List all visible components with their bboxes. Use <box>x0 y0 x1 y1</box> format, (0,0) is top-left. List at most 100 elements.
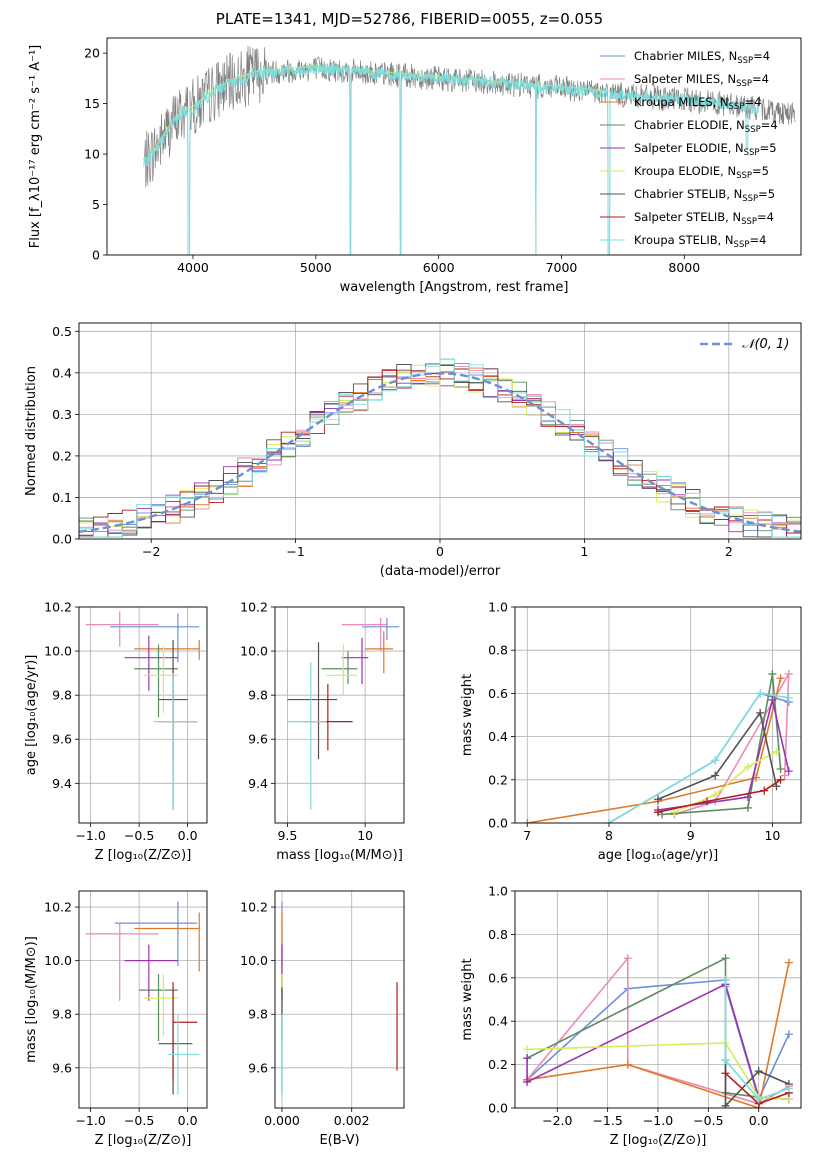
x-axis-label: wavelength [Angstrom, rest frame] <box>340 280 569 295</box>
x-axis-label: mass [log₁₀(M/M⊙)] <box>276 848 403 863</box>
plot-area <box>143 45 796 255</box>
weight-point-marker <box>784 767 793 776</box>
x-axis-label: E(B-V) <box>319 1133 359 1148</box>
x-tick-label: −1 <box>286 544 304 559</box>
weight-point-marker <box>784 1030 793 1039</box>
axes-frame <box>274 606 405 824</box>
y-tick-label: 9.6 <box>248 1060 268 1075</box>
weight-point-marker <box>756 689 765 698</box>
weight-point-marker <box>776 765 785 773</box>
ticks: 7 8 9 10 0.0 0.2 0.4 0.6 0.8 1.0 <box>488 600 780 844</box>
weight-point-marker <box>776 775 785 784</box>
weight-point-marker <box>703 797 712 806</box>
legend-entry: Kroupa STELIB, NSSP=4 <box>634 233 766 250</box>
x-tick-label: 8 <box>605 828 613 843</box>
weight-point-marker <box>780 771 789 780</box>
y-tick-label: 10 <box>84 147 100 162</box>
y-tick-label: 1.0 <box>488 884 508 899</box>
plot-area <box>79 358 801 539</box>
axes-frame <box>78 606 208 824</box>
weight-series-line <box>657 710 778 800</box>
axes-frame <box>514 890 802 1109</box>
axes-age_vs_Z: −1.0 −0.5 0.0 9.4 9.6 9.8 10.0 10.2 Z [log₁₀(Z/Z… <box>24 600 208 863</box>
ticks: 0.000 0.002 9.6 9.8 10.0 10.2 <box>240 900 369 1128</box>
x-tick-label: 0.0 <box>749 1113 769 1128</box>
plot-area <box>523 954 793 1108</box>
y-tick-label: 9.6 <box>52 1060 72 1075</box>
weight-point-marker <box>721 954 730 963</box>
weight-point-marker <box>523 1045 532 1054</box>
weight-point-marker <box>754 1067 763 1076</box>
x-tick-label: −2.0 <box>542 1113 572 1128</box>
y-tick-label: 9.6 <box>248 732 268 747</box>
y-tick-label: 10.0 <box>44 644 72 659</box>
weight-point-marker <box>768 695 777 704</box>
y-tick-label: 0.0 <box>52 532 72 547</box>
y-tick-label: 1.0 <box>488 600 508 615</box>
plot-area <box>523 669 793 823</box>
gridlines <box>79 891 207 1108</box>
weight-point-marker <box>784 958 793 967</box>
x-tick-label: 4000 <box>177 260 209 275</box>
gridlines <box>79 323 801 540</box>
plot-area <box>281 901 398 1095</box>
weight-point-marker <box>754 1095 763 1104</box>
x-tick-label: 0.0 <box>178 1113 198 1128</box>
legend-entry: Kroupa MILES, NSSP=4 <box>634 95 761 112</box>
x-axis-label: Z [log₁₀(Z/Z⊙)] <box>610 1133 707 1148</box>
weight-point-marker <box>523 1054 532 1063</box>
y-tick-label: 10.2 <box>44 600 72 615</box>
y-tick-label: 0.8 <box>488 927 508 942</box>
y-tick-label: 5 <box>92 197 100 212</box>
weight-point-marker <box>743 803 752 812</box>
y-axis-label: age [log₁₀(age/yr)] <box>24 655 39 776</box>
weight-point-marker <box>604 819 613 823</box>
y-tick-label: 0.2 <box>488 772 508 787</box>
y-tick-label: 0.4 <box>488 729 508 744</box>
y-tick-label: 9.8 <box>52 688 72 703</box>
axes-weight_vs_age: 7 8 9 10 0.0 0.2 0.4 0.6 0.8 1.0 age [log₁₀(age/yr… <box>460 600 802 863</box>
weight-series-line <box>526 962 790 1108</box>
y-tick-label: 9.8 <box>248 1007 268 1022</box>
y-tick-label: 10.0 <box>240 953 268 968</box>
weight-point-marker <box>721 1069 730 1078</box>
y-tick-label: 0.2 <box>52 448 72 463</box>
y-tick-label: 0.4 <box>52 365 72 380</box>
x-tick-label: −1.0 <box>643 1113 673 1128</box>
weight-point-marker <box>711 756 720 765</box>
y-tick-label: 0.6 <box>488 686 508 701</box>
weight-point-marker <box>654 795 662 804</box>
y-tick-label: 0 <box>92 248 100 263</box>
legend-entry: Chabrier ELODIE, NSSP=4 <box>634 118 778 135</box>
y-tick-label: 10.2 <box>44 900 72 915</box>
y-axis-label: mass weight <box>460 674 475 756</box>
y-tick-label: 0.6 <box>488 970 508 985</box>
x-axis-label: Z [log₁₀(Z/Z⊙)] <box>95 848 192 863</box>
y-tick-label: 10.2 <box>240 900 268 915</box>
legend-entry: Salpeter STELIB, NSSP=4 <box>634 210 774 227</box>
weight-point-marker <box>623 954 632 963</box>
y-tick-label: 0.5 <box>52 324 72 339</box>
x-tick-label: −1.0 <box>75 828 105 843</box>
y-tick-label: 0.0 <box>488 816 508 831</box>
weight-series-line <box>724 980 790 1101</box>
x-tick-label: 10 <box>357 828 373 843</box>
y-tick-label: 9.6 <box>52 732 72 747</box>
x-tick-label: 0.0 <box>178 828 198 843</box>
plot-area <box>85 901 200 1095</box>
weight-point-marker <box>654 808 662 817</box>
y-axis-label: mass weight <box>460 958 475 1040</box>
weight-point-marker <box>756 708 765 717</box>
x-tick-label: −1.0 <box>75 1113 105 1128</box>
legend-entry: Salpeter MILES, NSSP=4 <box>634 72 769 89</box>
x-tick-label: −0.5 <box>124 1113 154 1128</box>
weight-point-marker <box>768 669 777 678</box>
weight-point-marker <box>721 1101 730 1108</box>
y-axis-label: mass [log₁₀(M/M⊙)] <box>24 936 39 1063</box>
figure-title: PLATE=1341, MJD=52786, FIBERID=0055, z=0… <box>215 10 604 28</box>
axes-frame <box>514 606 802 824</box>
weight-point-marker <box>772 747 781 756</box>
y-tick-label: 9.8 <box>248 688 268 703</box>
weight-point-marker <box>743 762 752 771</box>
